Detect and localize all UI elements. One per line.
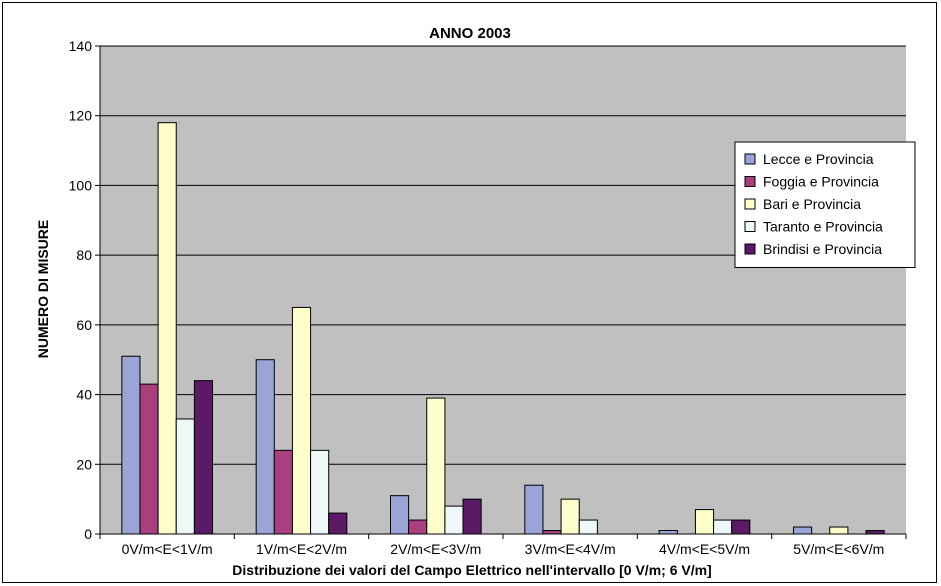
legend-label: Brindisi e Provincia xyxy=(763,241,882,257)
bar xyxy=(121,355,141,535)
bar xyxy=(694,509,715,535)
x-tick-label: 3V/m<E<4V/m xyxy=(525,541,616,557)
y-tick-label: 20 xyxy=(76,456,92,472)
legend-swatch xyxy=(744,153,756,165)
legend-swatch xyxy=(744,198,756,210)
bar xyxy=(175,418,195,535)
bar xyxy=(193,380,214,535)
bar xyxy=(792,526,813,535)
x-tick-labels: 0V/m<E<1V/m 1V/m<E<2V/m 2V/m<E<3V/m 3V/m<E<… xyxy=(122,541,885,557)
bar xyxy=(255,359,275,535)
y-tick-label: 140 xyxy=(69,38,93,54)
bar xyxy=(578,519,598,535)
plot-area xyxy=(100,46,906,534)
x-axis-title: Distribuzione dei valori del Campo Elett… xyxy=(232,562,711,578)
bar xyxy=(408,519,428,535)
bar xyxy=(542,530,562,535)
bar xyxy=(865,530,885,535)
bar xyxy=(157,122,177,535)
legend-label: Foggia e Provincia xyxy=(763,174,879,190)
x-tick-label: 0V/m<E<1V/m xyxy=(122,541,213,557)
bar xyxy=(426,397,446,535)
y-tick-label: 0 xyxy=(84,526,92,542)
legend-swatch xyxy=(744,221,756,232)
gridlines xyxy=(100,45,906,465)
bar xyxy=(139,383,159,535)
bar xyxy=(524,484,544,535)
y-tick-label: 120 xyxy=(69,108,93,124)
bar xyxy=(273,449,293,535)
bar xyxy=(389,495,410,535)
x-tick-label: 5V/m<E<6V/m xyxy=(793,541,884,557)
y-tick-label: 60 xyxy=(76,317,92,333)
bar xyxy=(713,519,733,535)
legend-swatch xyxy=(744,176,756,187)
bar xyxy=(731,519,751,535)
x-tick-label: 1V/m<E<2V/m xyxy=(256,541,347,557)
legend-box xyxy=(734,141,916,268)
legend-label: Bari e Provincia xyxy=(763,196,861,212)
bar xyxy=(444,505,464,535)
legend: Lecce e Provincia Foggia e Provincia Bari … xyxy=(734,141,916,268)
y-axis-title: NUMERO DI MISURE xyxy=(35,220,51,358)
bar xyxy=(462,498,482,535)
bar xyxy=(560,498,580,535)
bar xyxy=(310,449,330,535)
chart-title: ANNO 2003 xyxy=(429,25,511,42)
bar xyxy=(658,530,678,535)
bars xyxy=(121,122,885,535)
bar xyxy=(829,526,849,535)
legend-label: Taranto e Provincia xyxy=(763,219,883,235)
y-tick-label: 40 xyxy=(76,387,92,403)
x-tick-label: 2V/m<E<3V/m xyxy=(390,541,481,557)
legend-label: Lecce e Provincia xyxy=(763,151,874,167)
y-tick-label: 80 xyxy=(76,247,92,263)
x-tick-label: 4V/m<E<5V/m xyxy=(659,541,750,557)
y-tick-label: 100 xyxy=(69,177,93,193)
axes xyxy=(95,45,907,539)
bar xyxy=(291,306,312,535)
bar xyxy=(328,512,348,535)
legend-swatch xyxy=(744,243,756,255)
y-tick-labels: 0 20 40 60 80 100 120 140 xyxy=(69,38,93,542)
